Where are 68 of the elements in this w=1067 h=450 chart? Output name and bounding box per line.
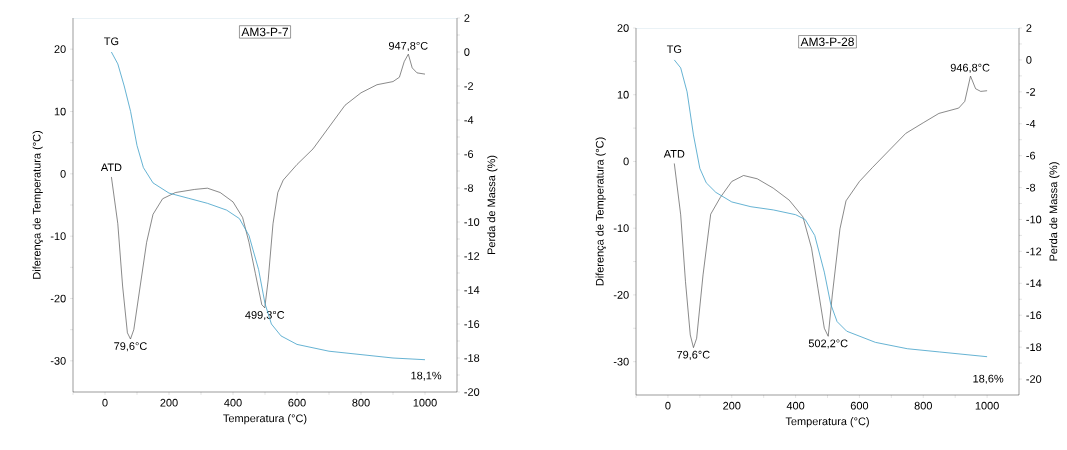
annotation: 18,6%	[973, 374, 1004, 384]
annotation: 947,8°C	[388, 41, 428, 51]
x-tick-label: 200	[160, 398, 178, 407]
y2-tick-label: -6	[1026, 151, 1036, 160]
y2-tick-label: 0	[464, 48, 470, 56]
annotation: 18,1%	[411, 371, 442, 381]
text: AM3-P-7	[241, 27, 288, 37]
x-tick-label: 200	[723, 401, 741, 410]
x-tick-label: 600	[288, 398, 306, 407]
y2-tick-label: -18	[1026, 343, 1042, 352]
x-tick-label: 400	[786, 401, 805, 410]
x-tick-label: 1000	[413, 398, 437, 407]
y2-tick-label: -10	[1026, 215, 1042, 224]
y2-tick-label: -8	[1026, 183, 1036, 192]
x-tick-label: 1000	[975, 401, 999, 410]
annotation: 79,6°C	[677, 350, 710, 360]
x-axis-title: Temperatura (°C)	[223, 414, 307, 425]
y-tick-label: -20	[50, 294, 66, 303]
x-tick-label: 400	[224, 398, 242, 407]
x-tick-label: 0	[102, 398, 108, 407]
y2-tick-label: -2	[464, 82, 474, 90]
x-tick-label: 600	[850, 401, 869, 410]
y2-tick-label: -20	[464, 388, 480, 396]
x-tick-label: 800	[352, 398, 370, 407]
y2-tick-label: -16	[464, 320, 480, 328]
y-tick-label: -20	[613, 291, 629, 299]
annotation: 502,2°C	[808, 339, 848, 349]
y2-tick-label: -4	[1026, 119, 1036, 128]
y2-tick-label: -20	[1026, 375, 1042, 383]
y-tick-label: -10	[50, 232, 66, 241]
annotation: 499,3°C	[245, 311, 285, 321]
x-axis-title: Temperatura (°C)	[785, 417, 869, 428]
y-tick-label: -10	[613, 224, 629, 233]
annotation: 946,8°C	[950, 63, 990, 73]
y-tick-label: 0	[60, 169, 66, 178]
series-label: TG	[666, 45, 682, 54]
y2-tick-label: 0	[1026, 56, 1032, 64]
x-tick-label: 800	[914, 401, 932, 410]
y2-tick-label: -12	[1026, 247, 1042, 256]
series-label: ATD	[100, 163, 122, 172]
y-axis-title: Diferença de Temperatura (°C)	[32, 131, 43, 279]
x-tick-label: 0	[665, 401, 671, 410]
y2-tick-label: -8	[464, 184, 474, 192]
y-tick-label: 10	[617, 90, 629, 99]
y-tick-label: 0	[623, 157, 629, 166]
y2-axis-title: Perda de Massa (%)	[1049, 162, 1060, 261]
y-axis-title: Diferença de Temperatura (°C)	[595, 137, 606, 286]
y2-tick-label: -14	[464, 286, 480, 294]
y-tick-label: 10	[54, 107, 66, 116]
y2-tick-label: -16	[1026, 311, 1042, 320]
annotation: 79,6°C	[114, 342, 147, 352]
y2-tick-label: -10	[464, 218, 480, 226]
y2-tick-label: -6	[464, 150, 474, 158]
series-label: TG	[104, 37, 119, 46]
series-label: ATD	[663, 150, 685, 158]
y-tick-label: 20	[617, 24, 629, 32]
y2-tick-label: -2	[1026, 88, 1036, 96]
y2-tick-label: -12	[464, 252, 480, 260]
y2-tick-label: 2	[1026, 24, 1032, 32]
text: AM3-P-28	[800, 37, 854, 46]
y-tick-label: 20	[54, 45, 66, 54]
y2-tick-label: 2	[464, 14, 470, 22]
y2-axis-title: Perda de Massa (%)	[487, 155, 498, 255]
y2-tick-label: -4	[464, 116, 474, 124]
y-tick-label: -30	[613, 357, 629, 366]
y2-tick-label: -14	[1026, 279, 1042, 288]
y-tick-label: -30	[50, 356, 66, 365]
y2-tick-label: -18	[464, 354, 480, 362]
